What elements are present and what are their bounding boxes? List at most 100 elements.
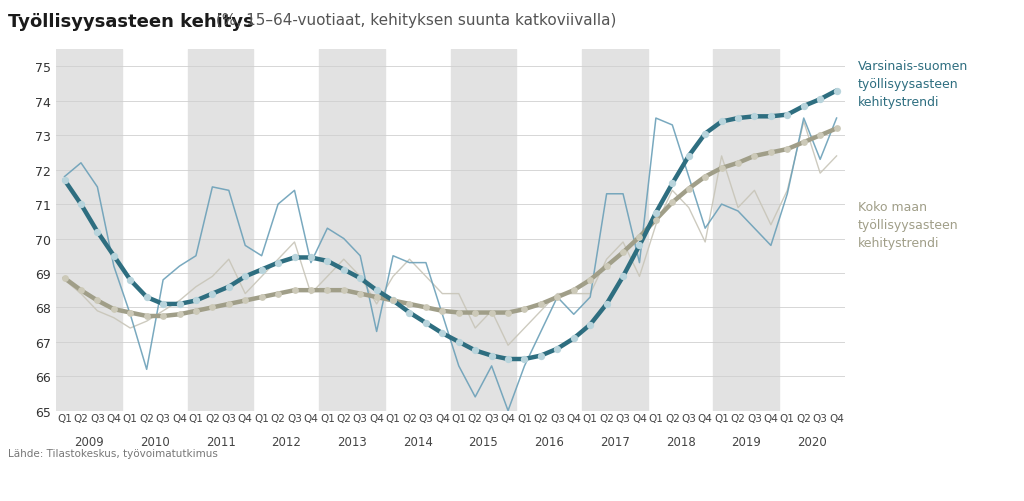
Point [565,287,582,295]
Point [237,297,253,305]
Point [254,294,270,302]
Point [697,173,714,181]
Point [746,153,763,161]
Point [812,96,828,104]
Point [681,153,697,161]
Point [155,312,171,320]
Point [500,355,516,363]
Bar [187,50,253,411]
Bar [451,50,516,411]
Point [483,352,500,360]
Point [451,338,467,346]
Point [665,199,681,207]
Point [204,304,220,312]
Point [828,125,845,133]
Point [237,273,253,281]
Point [763,113,779,121]
Point [89,228,105,236]
Point [319,258,336,266]
Point [516,306,532,314]
Point [549,294,565,302]
Point [796,139,812,147]
Point [467,309,483,317]
Point [56,177,73,185]
Point [614,273,631,281]
Bar [56,50,122,411]
Point [828,87,845,95]
Point [614,249,631,257]
Point [138,312,155,320]
Point [105,306,122,314]
Point [516,355,532,363]
Text: Työllisyysasteen kehitys: Työllisyysasteen kehitys [8,13,254,31]
Point [352,290,369,298]
Point [204,290,220,298]
Text: 2018: 2018 [666,435,695,448]
Point [565,335,582,343]
Point [187,307,204,315]
Text: 2010: 2010 [140,435,170,448]
Point [303,254,319,262]
Point [155,300,171,308]
Point [812,132,828,140]
Point [270,290,287,298]
Point [385,297,401,305]
Text: Lähde: Tilastokeskus, työvoimatutkimus: Lähde: Tilastokeskus, työvoimatutkimus [8,448,218,458]
Point [532,300,549,308]
Text: 2014: 2014 [402,435,433,448]
Point [598,300,614,308]
Point [220,300,237,308]
Point [171,300,187,308]
Point [532,352,549,360]
Text: 2015: 2015 [469,435,499,448]
Point [697,130,714,138]
Text: 2019: 2019 [731,435,761,448]
Point [56,275,73,283]
Point [401,309,418,317]
Text: (%, 15–64-vuotiaat, kehityksen suunta katkoviivalla): (%, 15–64-vuotiaat, kehityksen suunta ka… [211,13,616,28]
Point [665,180,681,188]
Point [746,113,763,121]
Point [631,233,647,241]
Point [369,287,385,295]
Point [418,304,434,312]
Text: Varsinais-suomen
työllisyysasteen
kehitystrendi: Varsinais-suomen työllisyysasteen kehity… [858,60,969,109]
Point [352,275,369,283]
Point [730,115,746,123]
Text: 2011: 2011 [206,435,236,448]
Bar [714,50,779,411]
Text: Koko maan
työllisyysasteen
kehitystrendi: Koko maan työllisyysasteen kehitystrendi [858,200,958,249]
Point [220,283,237,291]
Point [303,287,319,295]
Point [582,321,598,329]
Text: 2009: 2009 [75,435,104,448]
Point [418,319,434,327]
Point [483,309,500,317]
Point [434,330,451,338]
Point [270,259,287,267]
Point [319,287,336,295]
Point [714,118,730,126]
Point [796,103,812,111]
Point [187,297,204,305]
Point [336,287,352,295]
Point [549,345,565,353]
Point [369,294,385,302]
Bar [319,50,385,411]
Point [779,111,796,119]
Point [105,252,122,260]
Point [451,309,467,317]
Bar [582,50,647,411]
Point [714,165,730,173]
Point [171,311,187,319]
Point [122,276,138,284]
Point [763,149,779,157]
Point [598,263,614,271]
Point [138,294,155,302]
Point [336,266,352,274]
Point [779,146,796,154]
Point [385,297,401,305]
Point [287,287,303,295]
Point [254,266,270,274]
Text: 2016: 2016 [535,435,564,448]
